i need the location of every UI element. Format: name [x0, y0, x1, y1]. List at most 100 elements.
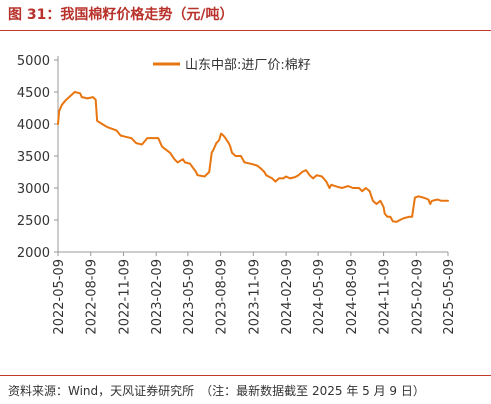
data-point [392, 220, 394, 222]
data-point [256, 165, 258, 167]
data-point [222, 134, 224, 136]
data-point [330, 184, 332, 186]
data-point [112, 128, 114, 130]
data-point [352, 187, 354, 189]
y-tick-label: 4000 [17, 118, 50, 133]
legend-label: 山东中部:进厂价:棉籽 [185, 58, 311, 73]
data-point [106, 126, 109, 128]
footer-divider [0, 375, 491, 376]
data-point [375, 203, 378, 205]
data-point [218, 139, 220, 141]
data-point [96, 120, 98, 122]
data-point [196, 174, 199, 176]
data-point [211, 152, 213, 154]
data-point [321, 175, 323, 178]
data-point [141, 143, 143, 146]
y-tick-label: 4500 [17, 86, 50, 101]
data-point [278, 177, 280, 179]
data-point [411, 216, 413, 218]
data-point [358, 187, 360, 189]
data-point [447, 200, 449, 202]
data-point [389, 216, 391, 218]
data-point [184, 161, 186, 163]
data-point [336, 186, 338, 188]
data-point [399, 219, 401, 221]
data-point [229, 145, 231, 147]
data-point [316, 174, 318, 176]
x-tick-label: 2024-02-09 [280, 259, 295, 335]
data-point [74, 91, 76, 93]
data-point [312, 177, 314, 179]
data-point [249, 163, 252, 165]
y-tick-label: 3500 [17, 150, 50, 165]
data-point [429, 203, 431, 205]
data-point [305, 169, 307, 171]
data-point [61, 104, 63, 106]
x-tick-label: 2022-05-09 [52, 259, 67, 335]
figure-title: 图 31：我国棉籽价格走势（元/吨） [8, 7, 234, 23]
y-tick-label: 3000 [17, 182, 50, 197]
data-point [297, 174, 300, 176]
data-point [189, 163, 191, 165]
data-point [130, 137, 132, 139]
x-tick-label: 2023-05-09 [182, 259, 197, 335]
data-point [58, 110, 60, 112]
data-point [285, 175, 287, 178]
y-tick-label: 2000 [17, 246, 50, 261]
data-point [427, 198, 429, 201]
data-point [57, 123, 59, 125]
data-point [86, 97, 89, 99]
data-point [369, 190, 371, 192]
data-point [365, 187, 367, 189]
data-point [242, 158, 244, 160]
data-point [95, 99, 97, 101]
data-point [372, 200, 374, 202]
data-point [265, 174, 267, 176]
data-point [215, 142, 217, 144]
data-point [361, 190, 363, 192]
data-point [325, 181, 327, 183]
data-point [395, 221, 397, 223]
data-point [173, 158, 175, 160]
data-point [81, 96, 83, 98]
data-point [282, 177, 284, 179]
data-point [383, 206, 385, 208]
x-tick-label: 2025-05-09 [442, 259, 457, 335]
data-point [431, 200, 433, 202]
data-point [294, 176, 296, 178]
data-point [228, 142, 230, 144]
x-tick-label: 2023-08-09 [215, 259, 230, 335]
data-point [386, 216, 389, 218]
title-divider [0, 30, 491, 31]
data-point [79, 92, 81, 94]
series-line [57, 91, 449, 223]
data-point [301, 171, 303, 173]
source-note: 资料来源：Wind，天风证券研究所 （注：最新数据截至 2025 年 5 月 9… [8, 384, 425, 398]
x-axis: 2022-05-09 2022-08-09 2022-11-09 2023-02-09… [52, 251, 457, 335]
data-point [120, 134, 122, 137]
x-tick-label: 2025-02-09 [410, 259, 425, 335]
data-point [274, 181, 276, 183]
data-point [417, 195, 420, 197]
data-point [115, 129, 117, 131]
data-point [204, 175, 206, 178]
data-point [341, 187, 343, 189]
data-point [263, 171, 265, 173]
data-point [437, 198, 439, 201]
data-point [182, 158, 184, 160]
data-point [240, 155, 242, 157]
data-point [231, 152, 233, 154]
data-point [309, 174, 311, 176]
data-point [135, 142, 137, 144]
x-tick-label: 2022-08-09 [85, 259, 100, 335]
x-tick-label: 2023-11-09 [247, 259, 262, 335]
data-point [384, 213, 386, 215]
data-point [328, 187, 331, 189]
data-point [379, 200, 381, 202]
data-point [403, 217, 405, 219]
data-point [208, 171, 210, 173]
y-tick-label: 5000 [17, 54, 50, 69]
data-point [152, 137, 154, 139]
